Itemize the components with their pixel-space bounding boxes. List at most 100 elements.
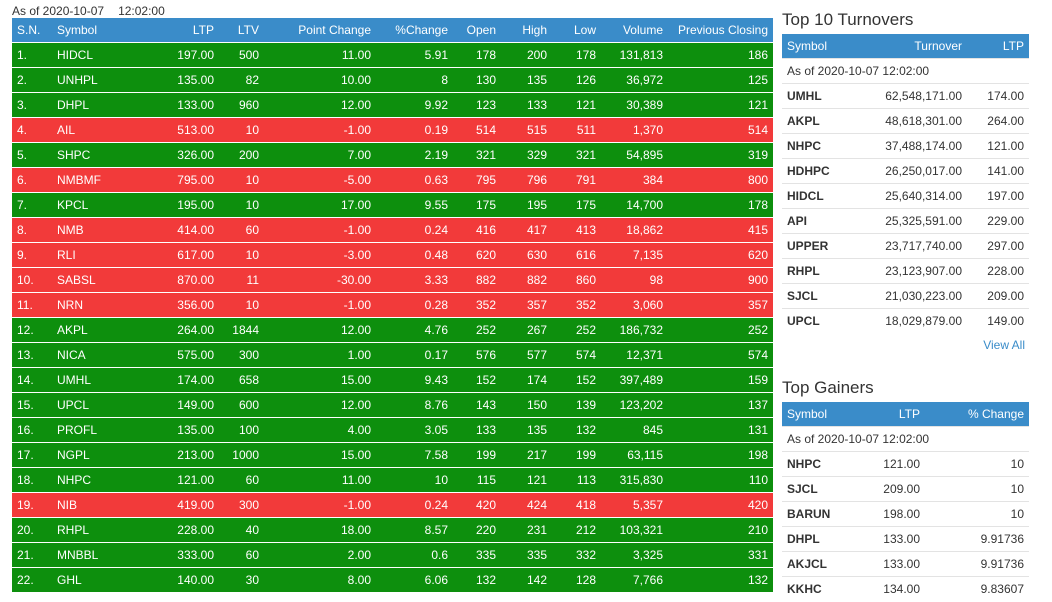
cell-high: 882	[501, 267, 552, 293]
gainers-body: As of 2020-10-07 12:02:00 NHPC 121.00 10 SJ…	[782, 426, 1029, 601]
col-header-low[interactable]: Low	[552, 18, 601, 43]
col-header-symbol[interactable]: Symbol	[52, 18, 137, 43]
turnover-symbol[interactable]: UPCL	[782, 308, 852, 333]
cell-ltp: 149.00	[137, 392, 219, 418]
cell-symbol[interactable]: NHPC	[52, 467, 137, 493]
turnover-value: 25,640,314.00	[852, 183, 967, 209]
cell-point-change: -1.00	[264, 492, 376, 518]
cell-ltv: 10	[219, 242, 264, 268]
cell-low: 321	[552, 142, 601, 168]
cell-symbol[interactable]: UNHPL	[52, 67, 137, 93]
cell-sn: 2.	[12, 67, 52, 93]
cell-symbol[interactable]: PROFL	[52, 417, 137, 443]
cell-point-change: 2.00	[264, 542, 376, 568]
turnover-row: UPPER 23,717,740.00 297.00	[782, 233, 1029, 259]
cell-symbol[interactable]: DHPL	[52, 92, 137, 118]
cell-volume: 845	[601, 417, 668, 443]
gainer-symbol[interactable]: DHPL	[782, 526, 872, 552]
market-row: 5. SHPC 326.00 200 7.00 2.19 321 329 321 54,895 31…	[12, 142, 773, 168]
cell-previous-closing: 514	[668, 117, 773, 143]
col-header-ltp[interactable]: LTP	[137, 18, 219, 43]
market-row: 4. AIL 513.00 10 -1.00 0.19 514 515 511 1,370 514	[12, 117, 773, 143]
cell-symbol[interactable]: NGPL	[52, 442, 137, 468]
cell-symbol[interactable]: RLI	[52, 242, 137, 268]
cell-symbol[interactable]: UPCL	[52, 392, 137, 418]
col-header-previous-closing[interactable]: Previous Closing	[668, 18, 773, 43]
turnover-symbol[interactable]: HDHPC	[782, 158, 852, 184]
cell-symbol[interactable]: KPCL	[52, 192, 137, 218]
cell-symbol[interactable]: NICA	[52, 342, 137, 368]
cell-previous-closing: 110	[668, 467, 773, 493]
cell-high: 796	[501, 167, 552, 193]
gainer-symbol[interactable]: NHPC	[782, 451, 872, 477]
turnover-ltp: 228.00	[967, 258, 1029, 284]
turnover-value: 26,250,017.00	[852, 158, 967, 184]
cell-sn: 22.	[12, 567, 52, 592]
turnover-ltp: 229.00	[967, 208, 1029, 234]
cell-high: 217	[501, 442, 552, 468]
cell-high: 335	[501, 542, 552, 568]
col-header-ltv[interactable]: LTV	[219, 18, 264, 43]
turnovers-col-symbol: Symbol	[782, 34, 852, 59]
cell-symbol[interactable]: MNBBL	[52, 542, 137, 568]
turnover-value: 37,488,174.00	[852, 133, 967, 159]
col-header-volume[interactable]: Volume	[601, 18, 668, 43]
turnover-row: NHPC 37,488,174.00 121.00	[782, 133, 1029, 159]
cell-symbol[interactable]: AIL	[52, 117, 137, 143]
cell-high: 515	[501, 117, 552, 143]
gainer-ltp: 209.00	[872, 476, 925, 502]
cell-symbol[interactable]: NMBMF	[52, 167, 137, 193]
cell-sn: 8.	[12, 217, 52, 243]
view-all-link[interactable]: View All	[983, 338, 1025, 352]
cell-ltv: 960	[219, 92, 264, 118]
gainer-symbol[interactable]: SJCL	[782, 476, 872, 502]
turnover-symbol[interactable]: UPPER	[782, 233, 852, 259]
turnover-symbol[interactable]: AKPL	[782, 108, 852, 134]
cell-ltp: 333.00	[137, 542, 219, 568]
cell-symbol[interactable]: UMHL	[52, 367, 137, 393]
top-turnovers-title: Top 10 Turnovers	[782, 10, 914, 29]
cell-symbol[interactable]: GHL	[52, 567, 137, 592]
turnover-row: HIDCL 25,640,314.00 197.00	[782, 183, 1029, 209]
cell-symbol[interactable]: NMB	[52, 217, 137, 243]
col-header-pct-change[interactable]: %Change	[376, 18, 453, 43]
turnover-symbol[interactable]: API	[782, 208, 852, 234]
cell-symbol[interactable]: NIB	[52, 492, 137, 518]
live-market-table: S.N. Symbol LTP LTV Point Change %Change…	[12, 18, 773, 592]
cell-point-change: -3.00	[264, 242, 376, 268]
cell-ltp: 419.00	[137, 492, 219, 518]
cell-symbol[interactable]: SHPC	[52, 142, 137, 168]
cell-sn: 1.	[12, 42, 52, 68]
col-header-high[interactable]: High	[501, 18, 552, 43]
cell-volume: 36,972	[601, 67, 668, 93]
cell-high: 267	[501, 317, 552, 343]
gainer-symbol[interactable]: BARUN	[782, 501, 872, 527]
turnover-symbol[interactable]: HIDCL	[782, 183, 852, 209]
gainer-symbol[interactable]: AKJCL	[782, 551, 872, 577]
cell-symbol[interactable]: SABSL	[52, 267, 137, 293]
market-row: 14. UMHL 174.00 658 15.00 9.43 152 174 152 397,48…	[12, 367, 773, 393]
market-row: 16. PROFL 135.00 100 4.00 3.05 133 135 132 845 131	[12, 417, 773, 443]
cell-ltv: 10	[219, 117, 264, 143]
cell-symbol[interactable]: NRN	[52, 292, 137, 318]
turnover-symbol[interactable]: SJCL	[782, 283, 852, 309]
cell-previous-closing: 415	[668, 217, 773, 243]
cell-symbol[interactable]: RHPL	[52, 517, 137, 543]
cell-volume: 397,489	[601, 367, 668, 393]
cell-symbol[interactable]: HIDCL	[52, 42, 137, 68]
turnover-symbol[interactable]: UMHL	[782, 83, 852, 109]
turnover-row: AKPL 48,618,301.00 264.00	[782, 108, 1029, 134]
cell-ltp: 228.00	[137, 517, 219, 543]
live-market-body: 1. HIDCL 197.00 500 11.00 5.91 178 200 178 131,81…	[12, 42, 773, 592]
cell-open: 220	[453, 517, 501, 543]
col-header-open[interactable]: Open	[453, 18, 501, 43]
cell-symbol[interactable]: AKPL	[52, 317, 137, 343]
turnover-symbol[interactable]: NHPC	[782, 133, 852, 159]
cell-high: 195	[501, 192, 552, 218]
turnover-value: 48,618,301.00	[852, 108, 967, 134]
col-header-sn[interactable]: S.N.	[12, 18, 52, 43]
col-header-point-change[interactable]: Point Change	[264, 18, 376, 43]
cell-pct-change: 8.76	[376, 392, 453, 418]
turnover-symbol[interactable]: RHPL	[782, 258, 852, 284]
gainer-symbol[interactable]: KKHC	[782, 576, 872, 601]
